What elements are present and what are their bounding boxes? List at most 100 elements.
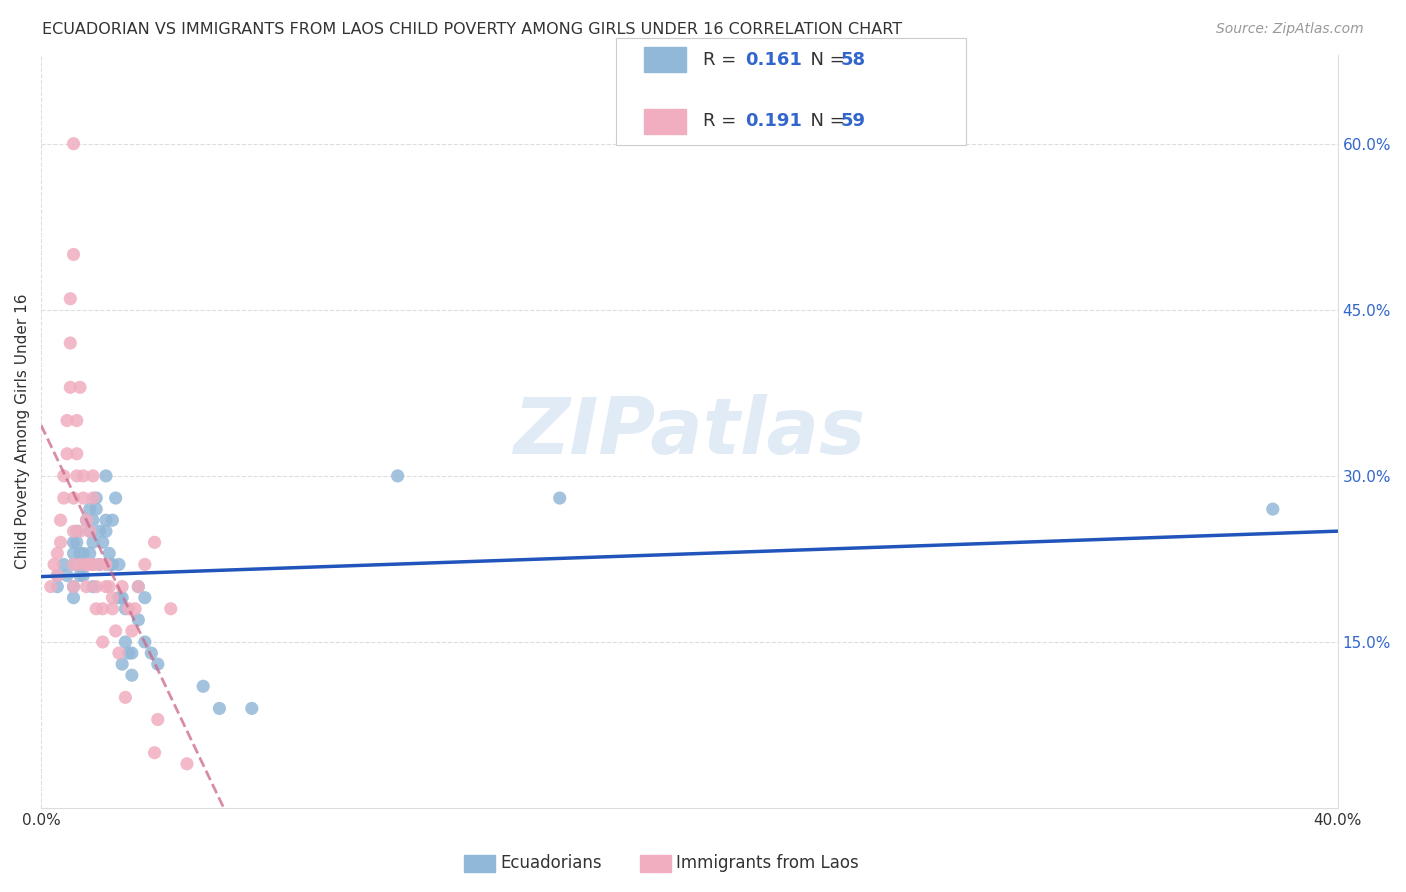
Point: [98, 580, 121, 594]
Point: [111, 591, 134, 605]
Point: [114, 601, 136, 615]
Text: N =: N =: [799, 112, 851, 130]
Point: [121, 624, 143, 638]
Point: [114, 635, 136, 649]
Point: [193, 679, 215, 693]
Text: Immigrants from Laos: Immigrants from Laos: [676, 855, 859, 872]
Point: [240, 701, 263, 715]
Point: [52, 491, 75, 505]
Point: [82, 580, 104, 594]
Point: [127, 580, 149, 594]
Point: [84, 580, 107, 594]
Point: [124, 601, 146, 615]
Text: 59: 59: [841, 112, 866, 130]
Point: [69, 524, 91, 539]
Point: [82, 558, 104, 572]
Point: [46, 568, 69, 582]
Point: [94, 580, 117, 594]
Point: [46, 580, 69, 594]
Point: [146, 713, 169, 727]
Point: [49, 513, 72, 527]
Point: [91, 635, 114, 649]
Point: [72, 491, 94, 505]
Point: [387, 469, 409, 483]
Point: [69, 568, 91, 582]
Point: [98, 558, 121, 572]
Point: [141, 646, 163, 660]
Point: [89, 524, 111, 539]
Point: [62, 524, 84, 539]
Point: [49, 535, 72, 549]
Point: [76, 558, 98, 572]
Point: [62, 591, 84, 605]
Point: [66, 447, 89, 461]
Point: [62, 558, 84, 572]
Text: Ecuadorians: Ecuadorians: [501, 855, 602, 872]
Point: [39, 580, 62, 594]
Point: [84, 491, 107, 505]
Point: [79, 524, 101, 539]
Point: [146, 657, 169, 672]
Point: [127, 580, 149, 594]
Point: [66, 469, 89, 483]
Point: [104, 624, 127, 638]
Point: [82, 535, 104, 549]
Point: [66, 535, 89, 549]
Point: [121, 646, 143, 660]
Point: [62, 580, 84, 594]
Point: [94, 469, 117, 483]
Text: ZIPatlas: ZIPatlas: [513, 393, 866, 469]
Point: [114, 690, 136, 705]
Point: [98, 546, 121, 560]
Text: Source: ZipAtlas.com: Source: ZipAtlas.com: [1216, 22, 1364, 37]
Point: [101, 601, 124, 615]
Point: [66, 524, 89, 539]
Text: ECUADORIAN VS IMMIGRANTS FROM LAOS CHILD POVERTY AMONG GIRLS UNDER 16 CORRELATIO: ECUADORIAN VS IMMIGRANTS FROM LAOS CHILD…: [42, 22, 903, 37]
Point: [111, 657, 134, 672]
Point: [62, 546, 84, 560]
Point: [62, 491, 84, 505]
Point: [59, 292, 82, 306]
Point: [76, 580, 98, 594]
Point: [59, 380, 82, 394]
Point: [89, 558, 111, 572]
Text: 58: 58: [841, 51, 866, 69]
Point: [117, 646, 139, 660]
Point: [76, 513, 98, 527]
Point: [56, 447, 79, 461]
Point: [159, 601, 181, 615]
Point: [108, 558, 131, 572]
Point: [176, 756, 198, 771]
Point: [94, 513, 117, 527]
Point: [143, 746, 166, 760]
Point: [101, 513, 124, 527]
Point: [117, 601, 139, 615]
Point: [94, 524, 117, 539]
Point: [127, 613, 149, 627]
Y-axis label: Child Poverty Among Girls Under 16: Child Poverty Among Girls Under 16: [15, 293, 30, 569]
Point: [72, 558, 94, 572]
Point: [101, 558, 124, 572]
Text: 0.161: 0.161: [745, 51, 801, 69]
Text: N =: N =: [799, 51, 851, 69]
Point: [101, 591, 124, 605]
Point: [94, 558, 117, 572]
Point: [108, 646, 131, 660]
Point: [62, 535, 84, 549]
Point: [82, 513, 104, 527]
Point: [72, 469, 94, 483]
Point: [208, 701, 231, 715]
Point: [82, 469, 104, 483]
Point: [46, 568, 69, 582]
Point: [84, 601, 107, 615]
Point: [79, 558, 101, 572]
Point: [62, 580, 84, 594]
Point: [72, 546, 94, 560]
Point: [69, 546, 91, 560]
Text: 0.191: 0.191: [745, 112, 801, 130]
Point: [62, 136, 84, 151]
Point: [84, 502, 107, 516]
Point: [143, 535, 166, 549]
Point: [134, 635, 156, 649]
Point: [79, 524, 101, 539]
